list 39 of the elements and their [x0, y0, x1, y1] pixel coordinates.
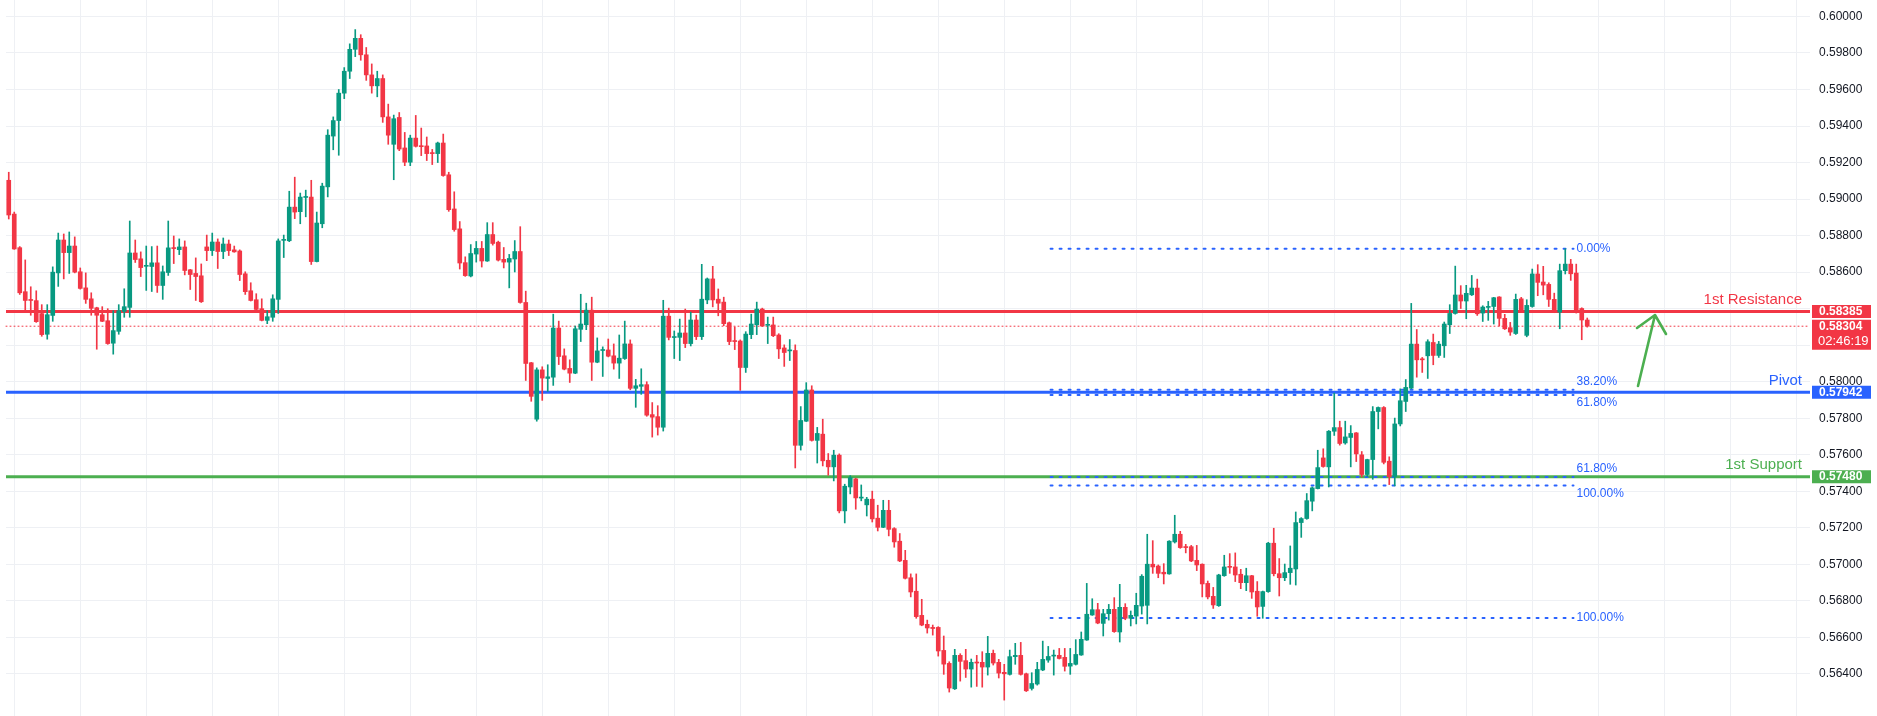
text: 02:46:19 [1818, 332, 1869, 348]
annotation: 61.80% [1576, 461, 1618, 476]
candlestick [814, 427, 820, 464]
candlestick [171, 235, 177, 264]
ref-line-label: Pivot [1768, 370, 1803, 388]
y-tick-label: 0.57800 [1819, 410, 1863, 425]
y-tick-label: 0.59000 [1819, 191, 1863, 206]
y-tick-label: 0.57000 [1819, 556, 1863, 571]
ref-line-label: 1st Resistance [1703, 290, 1802, 308]
ref-line-label: 1st Support [1725, 455, 1803, 473]
y-tick-label: 0.57400 [1819, 483, 1863, 498]
annotation: 0.00% [1576, 241, 1611, 256]
annotation: 38.20% [1576, 374, 1618, 389]
y-tick-label: 0.56800 [1819, 593, 1863, 608]
annotation: 100.00% [1576, 485, 1625, 500]
y-tick-label: 0.57480 [1819, 469, 1863, 484]
candlestick [765, 316, 771, 344]
annotation: 100.00% [1576, 610, 1625, 625]
y-tick-label: 0.57200 [1819, 520, 1863, 535]
candlestick [292, 176, 298, 219]
candlestick [539, 366, 545, 401]
candlestick [66, 231, 72, 274]
y-tick-label: 0.58385 [1819, 303, 1863, 318]
y-tick-label: 0.59400 [1819, 118, 1863, 133]
candlestick [204, 234, 210, 261]
y-tick-label: 0.60000 [1819, 8, 1863, 23]
y-tick-label: 0.59200 [1819, 154, 1863, 169]
y-tick-label: 0.59800 [1819, 45, 1863, 60]
y-tick-label: 0.56400 [1819, 666, 1863, 681]
y-tick-label: 0.56600 [1819, 629, 1863, 644]
candlestick [176, 238, 182, 255]
y-tick-label: 0.58304 [1819, 318, 1863, 333]
y-tick-label: 0.59600 [1819, 81, 1863, 96]
y-tick-label: 0.57942 [1819, 384, 1863, 399]
y-tick-label: 0.58600 [1819, 264, 1863, 279]
candlestick [600, 346, 606, 377]
y-tick-label: 0.57600 [1819, 447, 1863, 462]
y-tick-label: 0.58800 [1819, 227, 1863, 242]
annotation: 61.80% [1576, 395, 1618, 410]
